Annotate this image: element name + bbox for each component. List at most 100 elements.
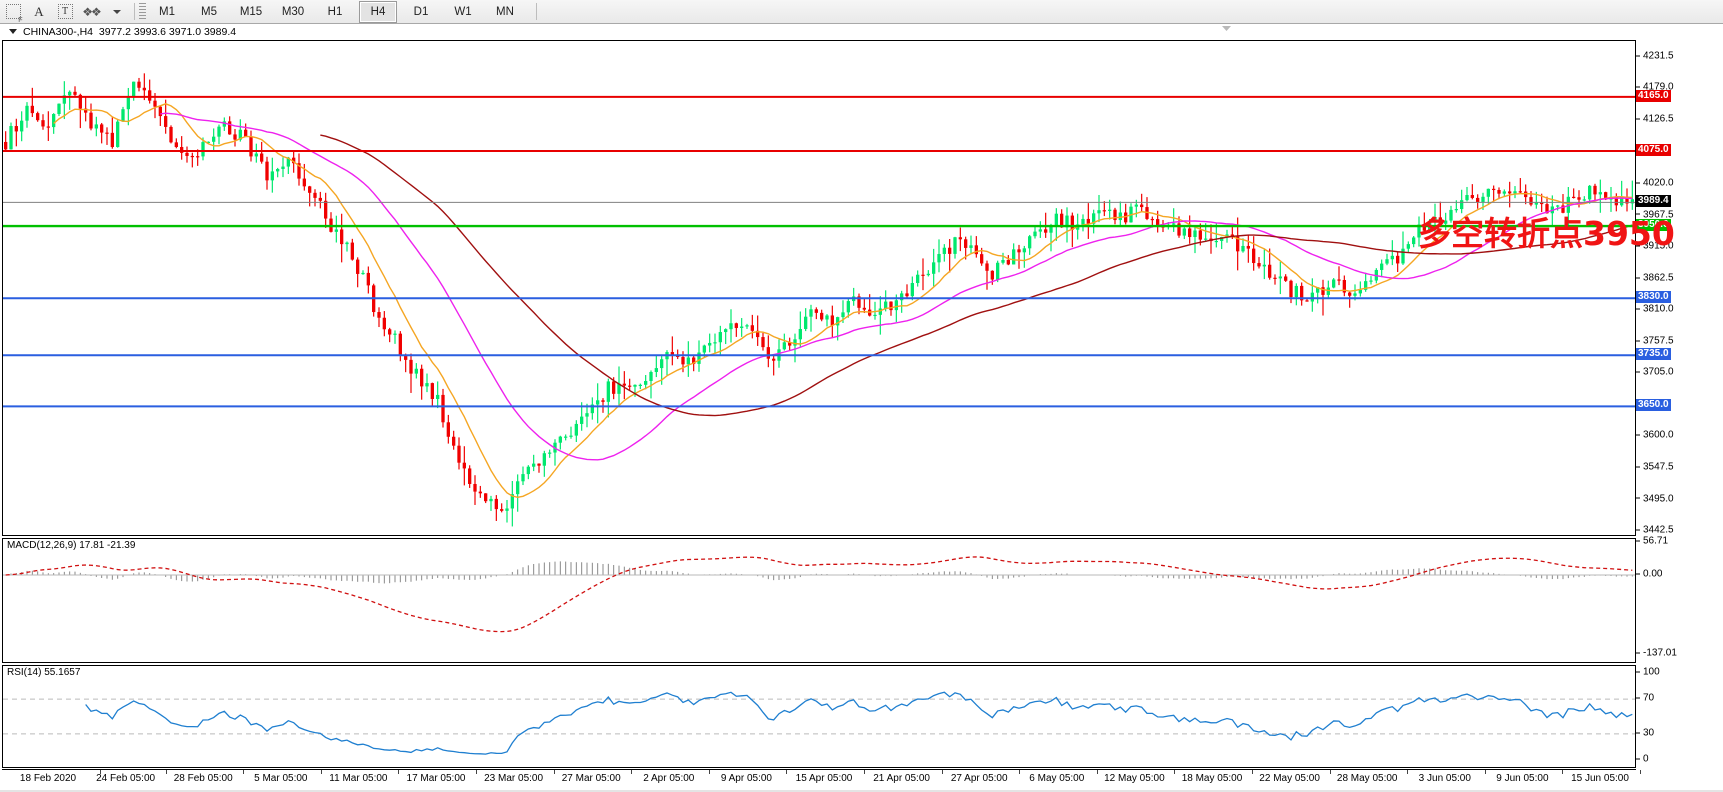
timeframe-button-m5[interactable]: M5 — [201, 5, 217, 18]
price-tick-0: 4231.5 — [1636, 50, 1674, 61]
macd-label: MACD(12,26,9) 17.81 -21.39 — [7, 540, 136, 551]
text-label-icon[interactable]: T — [52, 1, 78, 22]
time-label-18: 3 Jun 05:00 — [1418, 773, 1471, 784]
time-label-6: 23 Mar 05:00 — [484, 773, 544, 784]
time-label-11: 21 Apr 05:00 — [873, 773, 930, 784]
time-tick-18 — [1484, 770, 1486, 774]
price-tick-11: 3547.5 — [1636, 461, 1674, 472]
time-tick-5 — [476, 770, 477, 774]
macd-tick-2: -137.01 — [1636, 648, 1677, 659]
time-tick-0 — [100, 770, 101, 774]
macd-pane[interactable]: MACD(12,26,9) 17.81 -21.39 — [2, 538, 1636, 663]
time-tick-10 — [864, 770, 865, 774]
timeframe-group: M1 M5 M15 M30 H1 H4 D1 W1 MN — [146, 0, 526, 23]
rsi-tick-2: 30 — [1636, 727, 1654, 738]
timeframe-button-m30[interactable]: M30 — [281, 5, 305, 18]
time-tick-19 — [1562, 770, 1564, 774]
price-level-tag-4165: 4165.0 — [1636, 89, 1671, 102]
price-level-tag-3950: 3950.0 — [1636, 219, 1671, 232]
timeframe-button-w1[interactable]: W1 — [454, 5, 472, 18]
time-label-9: 9 Apr 05:00 — [720, 773, 772, 784]
price-tick-12: 3495.0 — [1636, 493, 1674, 504]
time-label-4: 11 Mar 05:00 — [329, 773, 388, 784]
time-label-2: 28 Feb 05:00 — [173, 773, 233, 784]
toolbar-grip[interactable] — [139, 3, 146, 20]
price-chart-canvas — [3, 73, 1635, 527]
time-label-14: 12 May 05:00 — [1104, 773, 1165, 784]
price-tick-7: 3810.0 — [1636, 304, 1674, 315]
toolbar-divider — [134, 3, 135, 20]
macd-chart-canvas — [3, 556, 1635, 633]
time-tick-9 — [786, 770, 788, 774]
time-tick-2 — [243, 770, 245, 774]
time-label-0: 18 Feb 2020 — [19, 773, 77, 784]
timeframe-button-d1[interactable]: D1 — [413, 5, 429, 18]
time-tick-13 — [1096, 770, 1098, 774]
chart-annotation-text: 多空转折点3950 — [1418, 214, 1675, 253]
crosshair-f-icon[interactable] — [0, 1, 26, 24]
time-tick-7 — [631, 770, 633, 774]
price-level-tag-4075: 4075.0 — [1636, 143, 1671, 156]
timeframe-button-h1[interactable]: H1 — [327, 5, 343, 18]
rsi-chart-canvas — [3, 691, 1635, 755]
symbol-bar: CHINA300-,H4 3977.2 3993.6 3971.0 3989.4 — [0, 24, 1723, 39]
time-label-15: 18 May 05:00 — [1181, 773, 1243, 784]
price-tick-5: 3915.0 — [1636, 241, 1674, 252]
symbol-ohlc-label: CHINA300-,H4 3977.2 3993.6 3971.0 3989.4 — [23, 25, 237, 38]
price-level-tag-3735: 3735.0 — [1636, 348, 1671, 361]
time-tick-17 — [1407, 770, 1409, 774]
time-axis[interactable]: 18 Feb 2020 24 Feb 05:00 28 Feb 05:00 5 Mar… — [2, 769, 1641, 790]
price-tick-4: 3967.5 — [1636, 209, 1674, 220]
time-label-3: 5 Mar 05:00 — [254, 773, 308, 784]
price-level-tag-3650: 3650.0 — [1636, 399, 1671, 412]
price-tick-10: 3600.0 — [1636, 430, 1674, 441]
price-axis[interactable]: 4231.5 4179.0 4126.5 4020.0 3967.5 3915.0 3862… — [1636, 40, 1723, 536]
time-tick-6 — [553, 770, 555, 774]
time-tick-3 — [320, 770, 322, 774]
price-pane[interactable] — [2, 40, 1636, 536]
timeframe-button-h4[interactable]: H4 — [359, 0, 397, 23]
time-tick-4 — [398, 770, 400, 774]
macd-tick-1: 0.00 — [1636, 568, 1662, 579]
timeframe-button-mn[interactable]: MN — [496, 5, 514, 18]
time-tick-15 — [1252, 770, 1253, 774]
time-tick-14 — [1174, 770, 1176, 774]
time-tick-8 — [708, 770, 710, 774]
time-tick-12 — [1019, 770, 1021, 774]
timeframe-button-m1[interactable]: M1 — [159, 5, 175, 18]
scroll-position-marker[interactable] — [1222, 26, 1231, 31]
price-tick-2: 4126.5 — [1636, 114, 1674, 125]
last-price-tag: 3989.4 — [1636, 195, 1671, 208]
time-label-16: 22 May 05:00 — [1259, 773, 1320, 784]
price-tick-6: 3862.5 — [1636, 272, 1674, 283]
macd-axis: 56.71 0.00 -137.01 — [1636, 536, 1723, 663]
main-toolbar: A T ❖❖ M1 M5 M15 M30 H1 H4 D1 W1 MN — [0, 0, 1723, 24]
rsi-tick-1: 70 — [1636, 693, 1654, 704]
rsi-axis: 100 70 30 0 — [1636, 665, 1723, 768]
status-bar — [0, 790, 1723, 792]
rsi-tick-0: 100 — [1636, 666, 1660, 677]
objects-icon[interactable]: ❖❖ — [82, 4, 102, 19]
time-label-7: 27 Mar 05:00 — [561, 773, 621, 784]
time-label-19: 9 Jun 05:00 — [1496, 773, 1549, 784]
timeframe-button-m15[interactable]: M15 — [239, 5, 263, 18]
macd-tick-0: 56.71 — [1636, 536, 1668, 547]
time-label-20: 15 Jun 05:00 — [1571, 773, 1629, 784]
time-tick-1 — [165, 770, 167, 774]
time-label-17: 28 May 05:00 — [1336, 773, 1398, 784]
rsi-label: RSI(14) 55.1657 — [7, 667, 81, 678]
time-label-5: 17 Mar 05:00 — [406, 773, 466, 784]
time-tick-20 — [1640, 770, 1641, 774]
time-label-12: 27 Apr 05:00 — [950, 773, 1008, 784]
toolbar-divider-2 — [536, 3, 537, 20]
price-tick-8: 3757.5 — [1636, 335, 1674, 346]
text-a-icon[interactable]: A — [34, 3, 44, 19]
price-tick-3: 4020.0 — [1636, 178, 1674, 189]
price-level-tag-3830: 3830.0 — [1636, 291, 1671, 304]
rsi-pane[interactable]: RSI(14) 55.1657 — [2, 665, 1636, 768]
dropdown-caret-icon[interactable] — [104, 1, 130, 22]
chevron-down-icon[interactable] — [9, 29, 17, 34]
rsi-tick-3: 0 — [1636, 754, 1649, 765]
time-tick-11 — [941, 770, 943, 774]
